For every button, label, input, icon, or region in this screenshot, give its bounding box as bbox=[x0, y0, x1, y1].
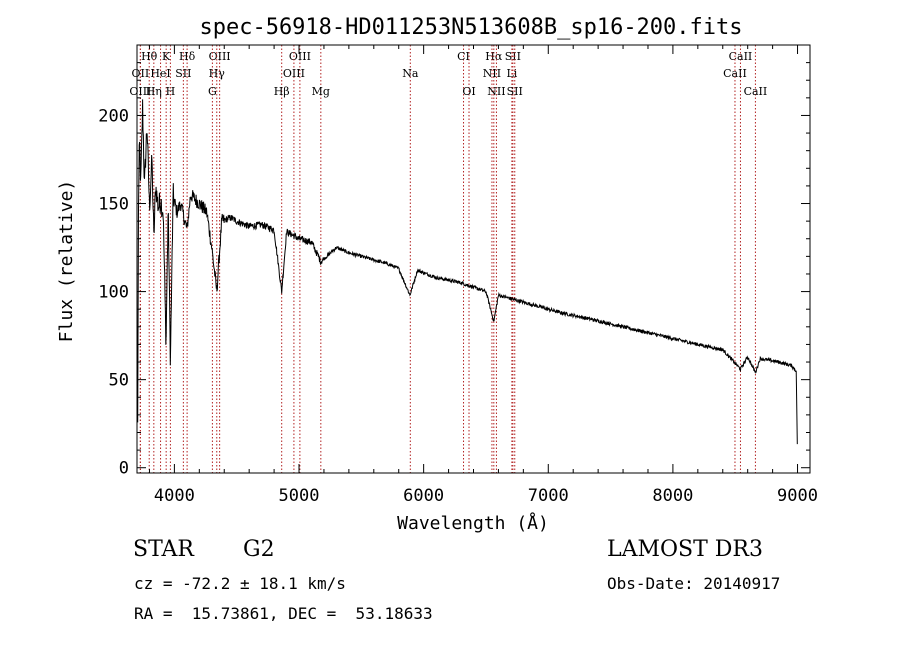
redshift-text: cz = -72.2 ± 18.1 km/s bbox=[134, 574, 346, 593]
coordinates-text: RA = 15.73861, DEC = 53.18633 bbox=[134, 604, 433, 623]
line-marker-label: CaII bbox=[723, 67, 747, 80]
line-marker-label: NII bbox=[487, 85, 505, 98]
x-axis-label: Wavelength (Å) bbox=[397, 512, 549, 534]
x-tick-label: 8000 bbox=[652, 486, 693, 506]
line-marker-label: Hβ bbox=[274, 85, 290, 98]
line-marker-label: Hγ bbox=[209, 67, 226, 80]
y-tick-label: 100 bbox=[98, 283, 129, 303]
x-tick-label: 4000 bbox=[154, 486, 195, 506]
line-marker-label: CaII bbox=[729, 50, 753, 63]
line-marker-label: NII bbox=[483, 67, 501, 80]
line-marker-label: OIII bbox=[289, 50, 311, 63]
line-marker-label: HeI bbox=[150, 67, 170, 80]
obs-date-text: Obs-Date: 20140917 bbox=[607, 574, 781, 593]
x-tick-label: 9000 bbox=[777, 486, 818, 506]
line-marker-label: OI bbox=[462, 85, 475, 98]
line-marker-label: Hθ bbox=[141, 50, 158, 63]
line-marker-label: Hη bbox=[146, 85, 162, 98]
line-marker-label: Hα bbox=[485, 50, 503, 63]
line-marker-label: K bbox=[162, 50, 171, 63]
y-tick-label: 50 bbox=[109, 371, 129, 391]
object-class: STAR bbox=[133, 537, 194, 562]
line-marker-label: Na bbox=[402, 67, 419, 80]
line-marker-label: OIII bbox=[129, 85, 151, 98]
plot-frame bbox=[136, 44, 811, 474]
object-subclass: G2 bbox=[243, 537, 275, 562]
y-axis-label: Flux (relative) bbox=[56, 180, 77, 343]
spectrum-line bbox=[136, 99, 798, 445]
line-marker-label: Hδ bbox=[179, 50, 196, 63]
y-tick-label: 150 bbox=[98, 195, 129, 215]
axes: 4000 5000 6000 7000 8000 9000 0 50 100 150 200 bbox=[98, 45, 818, 506]
line-marker-label: CI bbox=[457, 50, 470, 63]
x-tick-label: 7000 bbox=[528, 486, 569, 506]
line-marker-label: H bbox=[166, 85, 176, 98]
line-marker-label: OIII bbox=[283, 67, 305, 80]
survey-label: LAMOST DR3 bbox=[607, 537, 763, 562]
line-marker-label: SII bbox=[175, 67, 191, 80]
y-tick-label: 0 bbox=[119, 459, 129, 479]
chart-title: spec-56918-HD011253N513608B_sp16-200.fit… bbox=[199, 15, 742, 40]
x-tick-label: 5000 bbox=[279, 486, 320, 506]
spectrum-line-group bbox=[136, 99, 798, 445]
x-tick-label: 6000 bbox=[403, 486, 444, 506]
line-marker-label: G bbox=[208, 85, 217, 98]
line-marker-label: SII bbox=[505, 50, 521, 63]
line-marker-label: Mg bbox=[312, 85, 330, 98]
line-marker-label: Li bbox=[506, 67, 517, 80]
line-marker-label: SII bbox=[507, 85, 523, 98]
y-tick-label: 200 bbox=[98, 106, 129, 126]
line-marker-label: CaII bbox=[744, 85, 768, 98]
line-marker-label: OIII bbox=[209, 50, 231, 63]
